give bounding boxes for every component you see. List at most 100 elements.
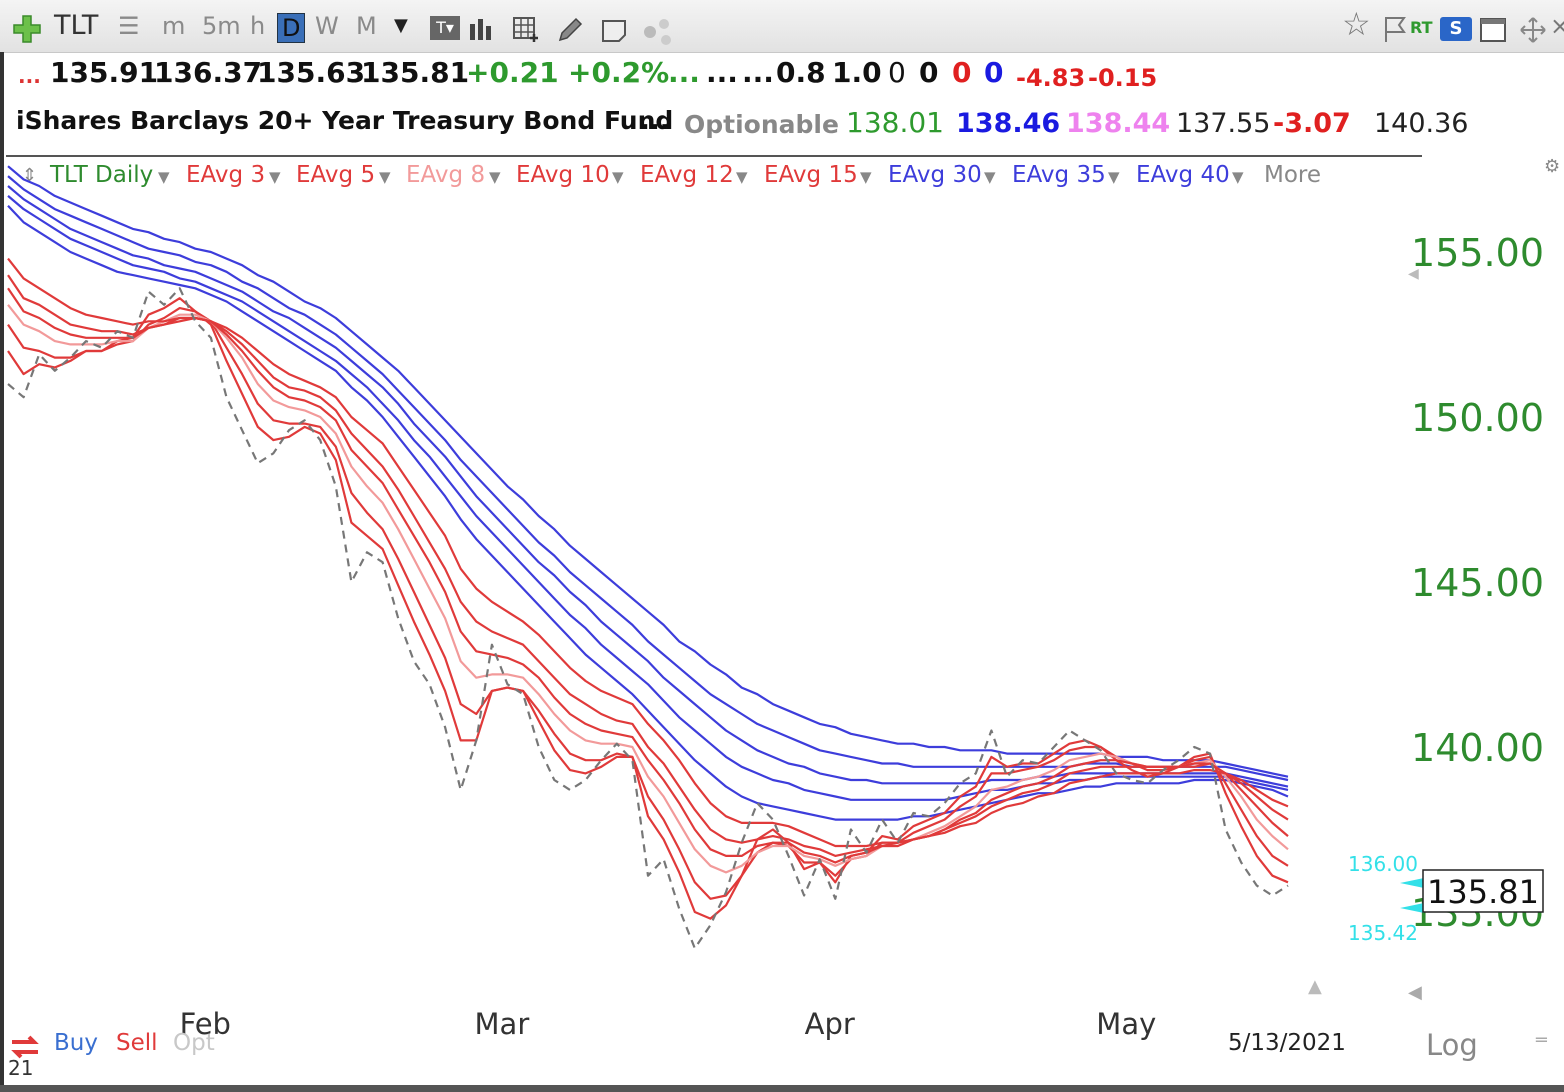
chevron-down-icon[interactable]: ▼	[1232, 168, 1244, 186]
high-price: 136.37	[154, 56, 263, 89]
symbol-label[interactable]: TLT	[54, 10, 99, 41]
note-icon[interactable]	[600, 16, 630, 44]
scroll-up-icon[interactable]: ▲	[1308, 976, 1322, 997]
price-marker-arrow	[1400, 878, 1424, 888]
interval-h[interactable]: h	[250, 12, 266, 40]
price-4: 137.55	[1176, 108, 1271, 139]
chart-date: 5/13/2021	[1228, 1030, 1346, 1056]
change-value: +0.21	[466, 56, 559, 89]
x-axis-labels: Feb Mar Apr May	[180, 1007, 1157, 1041]
pencil-icon[interactable]	[556, 16, 584, 44]
chevron-down-icon[interactable]: ▼	[860, 168, 872, 186]
series-line-eavg-5	[7, 307, 1289, 900]
dots-black-2: ...	[742, 56, 774, 89]
sell-button[interactable]: Sell	[116, 1030, 158, 1056]
interval-w[interactable]: W	[315, 12, 339, 40]
legend-series-title[interactable]: TLT Daily	[50, 162, 154, 188]
move-icon[interactable]	[1518, 16, 1548, 44]
y-tick-label: 150.00	[1411, 396, 1544, 440]
legend-eavg-10[interactable]: EAvg 10	[516, 162, 610, 188]
scroll-left-icon[interactable]: ◀	[1408, 982, 1422, 1003]
chevron-down-icon[interactable]: ▼	[489, 168, 501, 186]
buy-sell-arrows-icon[interactable]	[8, 1030, 42, 1064]
interval-d[interactable]: D	[277, 13, 306, 43]
frame-bottom	[0, 1085, 1564, 1092]
x-tick-label: May	[1096, 1007, 1156, 1041]
neg-value-2: -0.15	[1088, 64, 1158, 92]
dropdown-icon[interactable]: ▼	[394, 15, 408, 36]
rt-icon[interactable]: RT	[1410, 18, 1433, 37]
info-dots: ...	[640, 106, 670, 136]
grid-add-icon[interactable]	[512, 16, 542, 44]
price-5: -3.07	[1273, 108, 1351, 139]
chevron-down-icon[interactable]: ▼	[1108, 168, 1120, 186]
menu-icon[interactable]: ═	[1536, 1030, 1547, 1051]
series-line-eavg-8	[7, 304, 1289, 874]
price-6: 140.36	[1374, 108, 1469, 139]
x-tick-label: Feb	[180, 1007, 231, 1041]
bars-icon[interactable]	[468, 16, 496, 42]
flag-icon[interactable]	[1382, 14, 1408, 44]
change-percent: +0.2%	[568, 56, 670, 89]
legend-eavg-40[interactable]: EAvg 40	[1136, 162, 1230, 188]
chevron-down-icon[interactable]: ▼	[158, 168, 170, 186]
chevron-down-icon[interactable]: ▼	[269, 168, 281, 186]
toolbar: TLT ☰ m 5m h D W M ▼ T▾ ☆ RT S ×	[0, 0, 1564, 53]
y-tick-label: 145.00	[1411, 561, 1544, 605]
low-price: 135.63	[257, 56, 366, 89]
dots-green: ...	[668, 56, 700, 89]
marker-low-label: 135.42	[1348, 921, 1418, 945]
chevron-down-icon[interactable]: ▼	[984, 168, 996, 186]
chevron-down-icon[interactable]: ▼	[379, 168, 391, 186]
count-1: 0	[888, 56, 906, 89]
quote-prefix: ...	[18, 64, 41, 88]
interval-m[interactable]: m	[162, 12, 186, 40]
legend-more[interactable]: More	[1264, 162, 1322, 188]
s-icon[interactable]: S	[1440, 17, 1472, 41]
log-toggle[interactable]: Log	[1426, 1028, 1478, 1062]
neg-value-1: -4.83	[1016, 64, 1086, 92]
legend-eavg-5[interactable]: EAvg 5	[296, 162, 376, 188]
legend-eavg-15[interactable]: EAvg 15	[764, 162, 858, 188]
window-icon[interactable]	[1478, 16, 1508, 44]
legend-eavg-8[interactable]: EAvg 8	[406, 162, 486, 188]
dots-icon[interactable]	[642, 16, 676, 46]
price-3: 138.44	[1066, 108, 1171, 139]
corner-label: 21	[8, 1056, 34, 1080]
interval-mo[interactable]: M	[356, 12, 377, 40]
chevron-down-icon[interactable]: ▼	[736, 168, 748, 186]
series-line-eavg-30	[7, 205, 1289, 821]
series-line-tlt-daily	[7, 287, 1289, 950]
interval-5m[interactable]: 5m	[202, 12, 241, 40]
series-line-eavg-35	[7, 195, 1289, 801]
legend-eavg-30[interactable]: EAvg 30	[888, 162, 982, 188]
buy-button[interactable]: Buy	[54, 1030, 98, 1056]
close-icon[interactable]: ×	[1550, 12, 1564, 40]
legend-eavg-35[interactable]: EAvg 35	[1012, 162, 1106, 188]
settings-icon[interactable]: ⚙	[1544, 156, 1561, 177]
header-separator	[6, 155, 1422, 157]
chevron-down-icon[interactable]: ▼	[612, 168, 624, 186]
price-axis-arrow-icon: ◀	[1408, 266, 1419, 282]
y-tick-label: 140.00	[1411, 726, 1544, 770]
list-icon[interactable]: ☰	[118, 12, 140, 40]
chart-lines	[7, 165, 1289, 950]
legend-eavg-3[interactable]: EAvg 3	[186, 162, 266, 188]
marker-high-label: 136.00	[1348, 852, 1418, 876]
x-tick-label: Apr	[805, 1007, 855, 1041]
dots-black-1: ...	[706, 56, 738, 89]
text-icon[interactable]: T▾	[430, 16, 460, 40]
series-line-eavg-40	[7, 185, 1289, 788]
value-2: 1.0	[832, 56, 882, 89]
add-icon[interactable]	[12, 14, 42, 44]
series-line-eavg-45	[7, 175, 1289, 782]
count-4: 0	[984, 56, 1004, 89]
series-line-eavg-3	[7, 297, 1289, 920]
star-icon[interactable]: ☆	[1342, 5, 1371, 43]
x-tick-label: Mar	[475, 1007, 530, 1041]
legend-eavg-12[interactable]: EAvg 12	[640, 162, 734, 188]
series-line-eavg-10	[7, 287, 1289, 864]
opt-button[interactable]: Opt	[173, 1030, 215, 1056]
